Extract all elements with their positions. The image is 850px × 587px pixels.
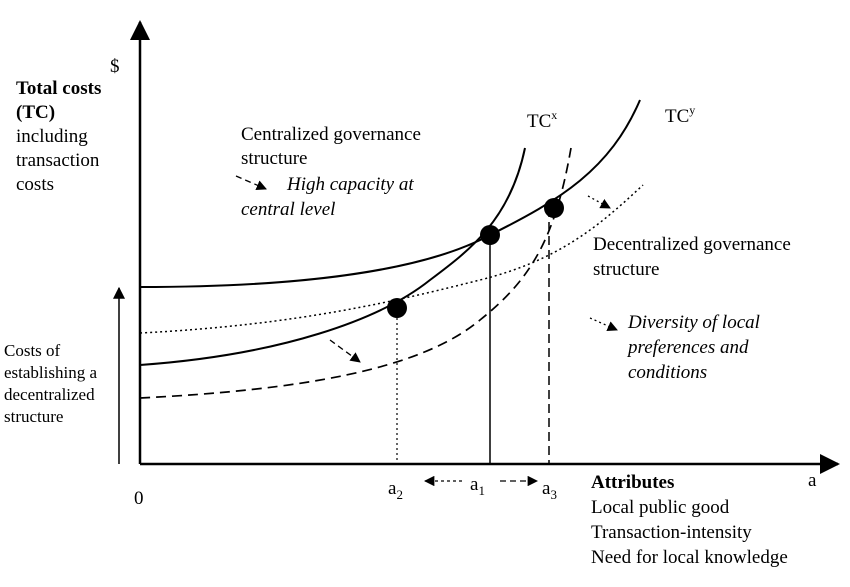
tick-a1: a1: [470, 474, 485, 498]
costs-line2: establishing a: [4, 363, 97, 382]
decentral-dotted-arrow: [587, 195, 611, 209]
intersection-a3: [544, 198, 564, 218]
costs-line3: decentralized: [4, 385, 95, 404]
tcx-solid-curve: [139, 147, 526, 366]
high-capacity-line2: central level: [241, 199, 335, 220]
attributes-title: Attributes: [591, 472, 674, 493]
tcy-label: TCy: [665, 103, 695, 127]
high-capacity-arrow: [235, 175, 267, 191]
y-title-line3: including: [16, 126, 88, 147]
tick-a2: a2: [388, 478, 403, 502]
y-title-line2: (TC): [16, 102, 55, 123]
intersection-a1: [480, 225, 500, 245]
diversity-arrow: [589, 317, 618, 331]
tcy-solid-curve: [139, 99, 641, 288]
dotted-decentralized-curve: [139, 184, 644, 334]
diversity-line1: Diversity of local: [627, 312, 760, 333]
diversity-line3: conditions: [628, 362, 707, 383]
high-capacity-line1: High capacity at: [286, 174, 414, 195]
origin-label: 0: [134, 488, 144, 509]
tc-shift-arrow: [329, 339, 361, 363]
centralized-line2: structure: [241, 148, 307, 169]
intersection-a2: [387, 298, 407, 318]
decentralized-line2: structure: [593, 259, 659, 280]
attributes-line3: Need for local knowledge: [591, 547, 788, 568]
dashed-shifted-curve: [139, 147, 572, 399]
y-axis-symbol: $: [110, 56, 120, 77]
decentralized-line1: Decentralized governance: [593, 234, 791, 255]
x-axis-symbol: a: [808, 470, 817, 491]
attributes-line2: Transaction-intensity: [591, 522, 752, 543]
tcx-label: TCx: [527, 108, 557, 132]
centralized-line1: Centralized governance: [241, 124, 421, 145]
y-title-line4: transaction: [16, 150, 100, 171]
diversity-line2: preferences and: [626, 337, 749, 358]
attributes-line1: Local public good: [591, 497, 730, 518]
costs-line1: Costs of: [4, 341, 61, 360]
y-title-line1: Total costs: [16, 78, 101, 99]
tick-a3: a3: [542, 478, 557, 502]
costs-line4: structure: [4, 407, 63, 426]
y-title-line5: costs: [16, 174, 54, 195]
